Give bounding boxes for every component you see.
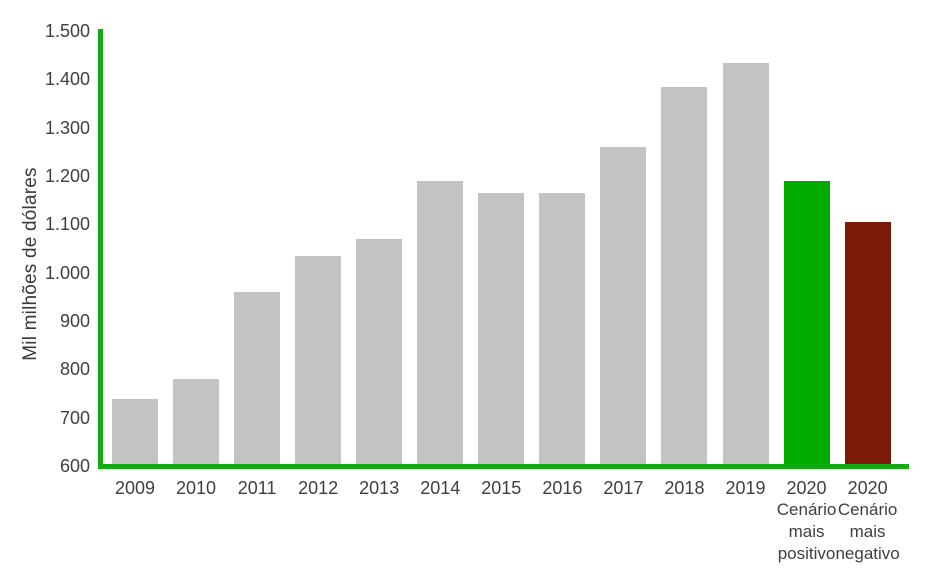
x-tick-label: 2019	[686, 477, 806, 499]
y-tick-label: 1.100	[44, 214, 90, 235]
y-tick-label: 600	[59, 456, 90, 476]
x-tick-label: 2020 Cenário mais negativo	[808, 477, 928, 565]
bar	[539, 193, 586, 464]
y-tick-label: 800	[59, 359, 90, 380]
x-tick-label: 2010	[136, 477, 256, 499]
x-tick-sublabel: negativo	[835, 544, 900, 563]
y-tick-label: 1.500	[44, 21, 90, 41]
x-tick-year: 2012	[298, 478, 339, 498]
y-tick-label: 700	[59, 407, 90, 428]
x-tick-label: 2015	[441, 477, 561, 499]
x-tick-label: 2017	[563, 477, 683, 499]
bar	[234, 292, 281, 464]
x-tick-label: 2009	[75, 477, 195, 499]
y-tick-label: 1.300	[44, 117, 90, 138]
y-tick-label: 900	[59, 311, 90, 331]
x-tick-label: 2013	[319, 477, 439, 499]
x-tick-sublabel: mais	[788, 522, 825, 541]
bar	[844, 222, 891, 464]
x-tick-year: 2019	[725, 478, 766, 498]
bar	[112, 399, 158, 464]
bar	[478, 193, 525, 464]
x-tick-label: 2016	[502, 477, 622, 499]
bar	[356, 239, 403, 464]
x-tick-label: 2012	[258, 477, 378, 499]
bar	[661, 87, 708, 464]
bar	[783, 181, 830, 464]
x-tick-year: 2011	[237, 478, 277, 498]
x-tick-label: 2014	[380, 477, 500, 499]
x-tick-year: 2010	[176, 478, 217, 498]
bar	[600, 147, 647, 464]
y-tick-label: 1.200	[44, 166, 90, 186]
plot-area	[98, 29, 909, 469]
x-tick-sublabel: positivo	[777, 544, 836, 563]
x-tick-sublabel: mais	[849, 522, 886, 541]
bar	[295, 256, 342, 464]
x-tick-label: 2011	[197, 477, 317, 499]
x-tick-sublabel: Cenário	[776, 500, 837, 519]
x-tick-year: 2017	[603, 478, 644, 498]
y-tick-label: 1.400	[44, 69, 90, 90]
x-tick-year: 2013	[359, 478, 400, 498]
x-tick-year: 2020	[786, 478, 827, 498]
x-tick-sublabel: Cenário	[837, 500, 898, 519]
bar	[173, 379, 220, 464]
bar	[722, 63, 769, 464]
x-tick-year: 2018	[664, 478, 705, 498]
x-tick-label: 2018	[624, 477, 744, 499]
x-tick-year: 2014	[420, 478, 461, 498]
x-tick-year: 2016	[542, 478, 583, 498]
x-tick-year: 2015	[481, 478, 522, 498]
x-tick-year: 2020	[847, 478, 888, 498]
y-tick-label: 1.000	[44, 262, 90, 283]
x-tick-year: 2009	[114, 478, 156, 498]
x-tick-label: 2020 Cenário mais positivo	[747, 477, 867, 565]
bar	[417, 181, 464, 464]
